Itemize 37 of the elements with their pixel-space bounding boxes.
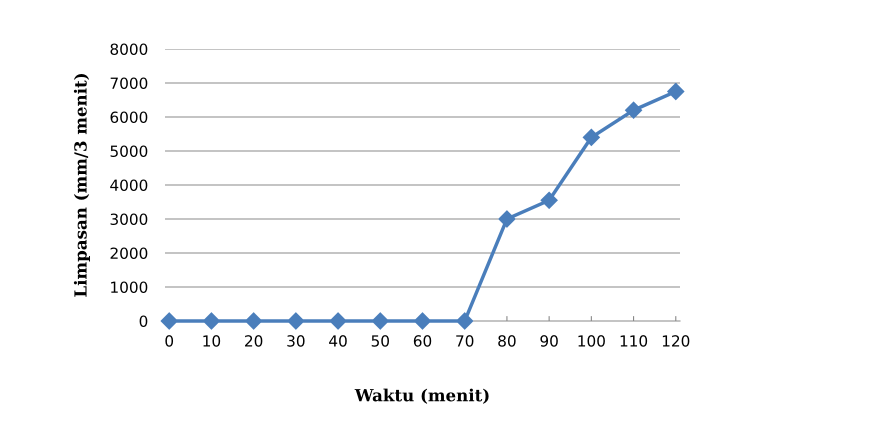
y-tick-label: 3000	[110, 213, 148, 226]
x-tick-label: 100	[578, 335, 605, 347]
y-tick-label: 2000	[110, 247, 148, 260]
x-tick-label: 20	[245, 335, 262, 347]
point	[582, 128, 600, 146]
point	[540, 192, 558, 209]
point	[245, 312, 262, 330]
y-tick-label: 1000	[111, 281, 148, 294]
y-tick-label: 0	[140, 315, 148, 328]
y-tick-label: 8000	[110, 43, 148, 56]
x-tick-label: 110	[620, 335, 648, 347]
point	[202, 312, 220, 330]
y-tick-label: 5000	[110, 145, 148, 158]
y-tick-label: 7000	[110, 77, 148, 90]
y-tick-label: 4000	[110, 179, 148, 192]
x-tick-label: 30	[287, 335, 305, 347]
point	[625, 102, 642, 119]
x-tick-label: 60	[414, 335, 432, 347]
y-tick-label: 6000	[110, 111, 148, 124]
point	[667, 82, 684, 100]
point	[456, 312, 474, 330]
point	[160, 312, 178, 330]
point	[287, 312, 304, 330]
x-tick-label: 90	[540, 335, 558, 347]
point	[372, 312, 389, 330]
point	[330, 312, 347, 330]
x-tick-label: 80	[498, 335, 516, 347]
x-tick-label: 0	[165, 335, 174, 347]
x-tick-label: 40	[329, 335, 347, 347]
y-axis-title: Limpasan (mm/3 menit)	[74, 74, 90, 297]
point	[498, 210, 516, 228]
point	[414, 312, 432, 330]
x-axis-title: Waktu (menit)	[354, 388, 489, 404]
x-tick-label: 10	[203, 335, 220, 347]
x-tick-label: 50	[372, 335, 389, 347]
x-tick-label: 70	[456, 335, 474, 347]
x-tick-label: 120	[662, 335, 690, 347]
